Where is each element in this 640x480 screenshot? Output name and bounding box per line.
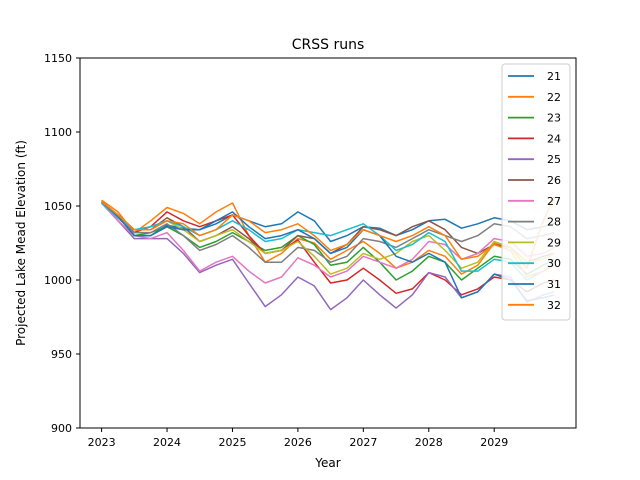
chart-title: CRSS runs: [292, 37, 365, 53]
legend-label-25: 25: [547, 153, 561, 166]
x-tick-label: 2029: [480, 436, 508, 449]
y-tick-label: 900: [51, 422, 72, 435]
y-axis-label: Projected Lake Mead Elevation (ft): [14, 140, 28, 346]
legend-label-31: 31: [547, 278, 561, 291]
series-line-30: [101, 202, 555, 281]
legend-label-28: 28: [547, 216, 561, 229]
legend-label-21: 21: [547, 70, 561, 83]
y-tick-label: 1150: [44, 52, 72, 65]
x-axis-label: Year: [314, 456, 340, 470]
plot-area: [79, 57, 577, 429]
x-tick-label: 2028: [415, 436, 443, 449]
series-line-23: [101, 202, 555, 281]
y-tick-label: 1000: [44, 274, 72, 287]
series-line-32: [101, 201, 555, 278]
legend: 21 22 23 24 25 26 27 28 29 30 31 32: [501, 63, 571, 321]
legend-label-23: 23: [547, 112, 561, 125]
y-tick-label: 950: [51, 348, 72, 361]
x-axis: 2023 2024 2025 2026 2027 2028 2029: [88, 428, 508, 449]
x-tick-label: 2025: [218, 436, 246, 449]
x-tick-label: 2024: [153, 436, 181, 449]
series-line-22: [101, 196, 556, 275]
series-line-29: [101, 201, 555, 275]
series-layer: [101, 196, 556, 311]
y-axis: 900 950 1000 1050 1100 1150: [44, 52, 80, 435]
series-line-28: [101, 201, 555, 263]
x-tick-label: 2026: [284, 436, 312, 449]
legend-label-24: 24: [547, 132, 561, 145]
plot-frame: [79, 57, 577, 429]
legend-label-27: 27: [547, 195, 561, 208]
legend-frame: [501, 63, 571, 321]
series-line-27: [101, 202, 555, 284]
legend-label-32: 32: [547, 299, 561, 312]
legend-label-26: 26: [547, 174, 561, 187]
x-tick-label: 2027: [349, 436, 377, 449]
legend-label-29: 29: [547, 236, 561, 249]
y-tick-label: 1100: [44, 126, 72, 139]
legend-label-30: 30: [547, 257, 561, 270]
x-tick-label: 2023: [88, 436, 116, 449]
y-tick-label: 1050: [44, 200, 72, 213]
series-line-31: [101, 201, 555, 302]
legend-label-22: 22: [547, 91, 561, 104]
